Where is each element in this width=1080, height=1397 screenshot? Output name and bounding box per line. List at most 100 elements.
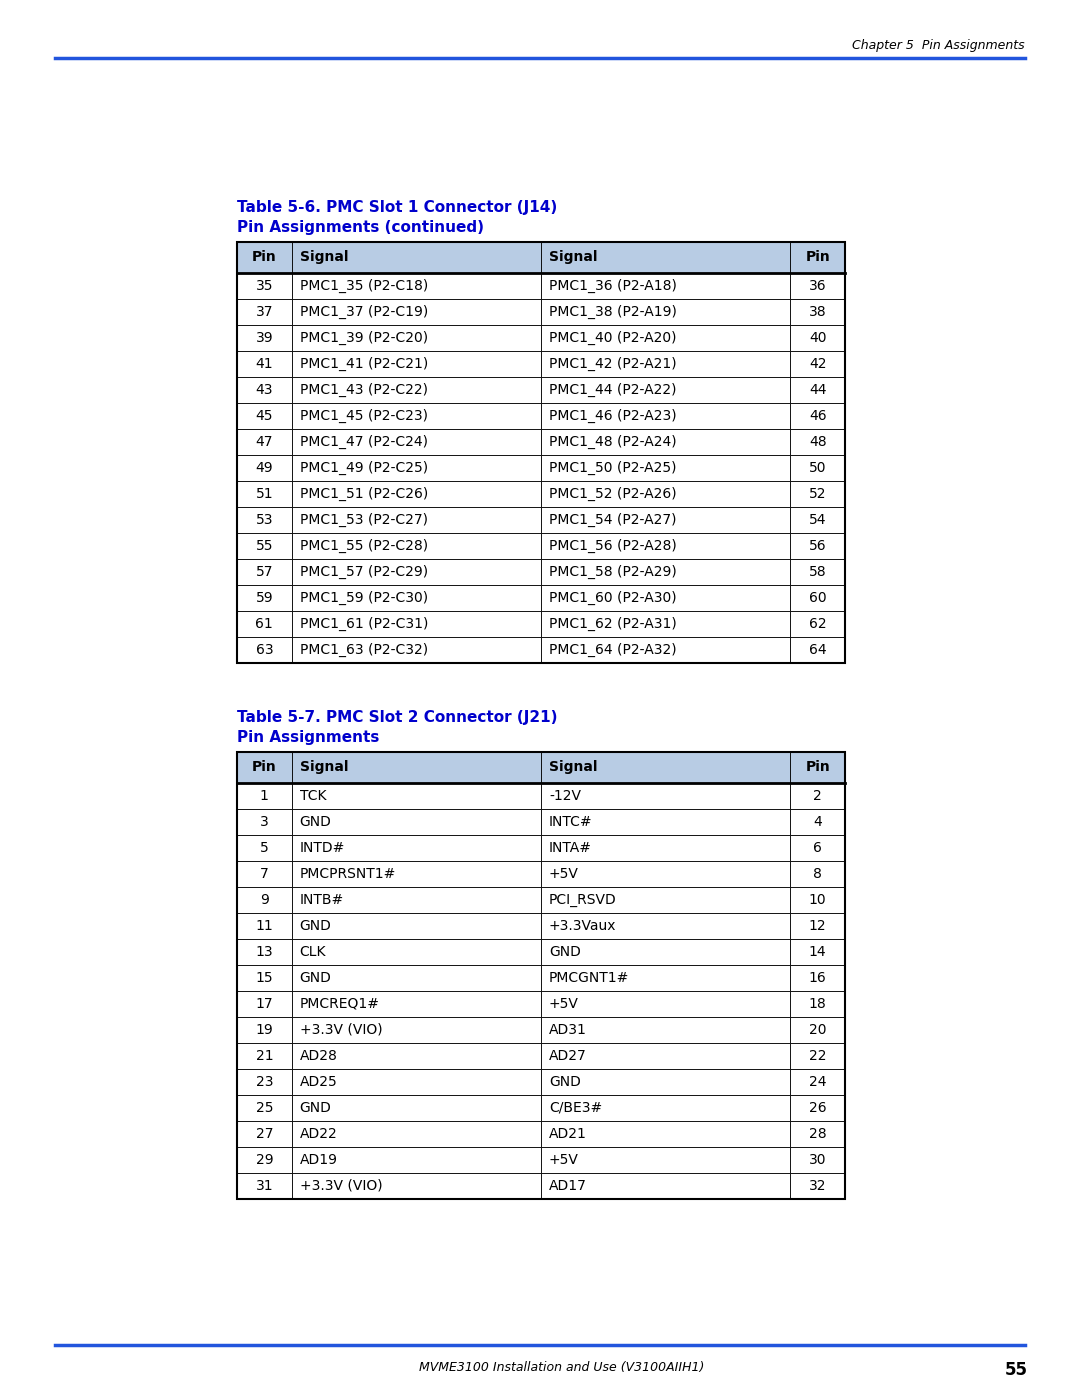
FancyBboxPatch shape (237, 912, 292, 939)
FancyBboxPatch shape (791, 939, 845, 965)
FancyBboxPatch shape (791, 1095, 845, 1120)
Text: INTC#: INTC# (549, 814, 593, 828)
Text: 50: 50 (809, 461, 826, 475)
FancyBboxPatch shape (237, 990, 292, 1017)
Text: PMC1_35 (P2-C18): PMC1_35 (P2-C18) (300, 279, 428, 293)
FancyBboxPatch shape (791, 377, 845, 402)
FancyBboxPatch shape (292, 481, 541, 507)
Text: PMC1_50 (P2-A25): PMC1_50 (P2-A25) (549, 461, 676, 475)
Text: 3: 3 (260, 814, 269, 828)
Text: MVME3100 Installation and Use (V3100AIIH1): MVME3100 Installation and Use (V3100AIIH… (419, 1361, 704, 1375)
FancyBboxPatch shape (541, 1173, 791, 1199)
FancyBboxPatch shape (791, 1147, 845, 1173)
Text: AD17: AD17 (549, 1179, 586, 1193)
Text: 55: 55 (256, 539, 273, 553)
Text: PMC1_61 (P2-C31): PMC1_61 (P2-C31) (300, 616, 428, 631)
Text: PMC1_57 (P2-C29): PMC1_57 (P2-C29) (300, 564, 428, 578)
Text: PMC1_42 (P2-A21): PMC1_42 (P2-A21) (549, 356, 677, 370)
FancyBboxPatch shape (292, 990, 541, 1017)
Text: 16: 16 (809, 971, 826, 985)
Text: PMC1_64 (P2-A32): PMC1_64 (P2-A32) (549, 643, 677, 657)
Text: 30: 30 (809, 1153, 826, 1166)
FancyBboxPatch shape (791, 1173, 845, 1199)
Text: GND: GND (300, 814, 332, 828)
FancyBboxPatch shape (541, 1147, 791, 1173)
FancyBboxPatch shape (292, 1017, 541, 1042)
FancyBboxPatch shape (237, 610, 292, 637)
Text: AD25: AD25 (300, 1074, 337, 1088)
FancyBboxPatch shape (237, 585, 292, 610)
Text: PMC1_40 (P2-A20): PMC1_40 (P2-A20) (549, 331, 676, 345)
Text: 43: 43 (256, 383, 273, 397)
Text: Pin Assignments: Pin Assignments (237, 729, 379, 745)
Text: 38: 38 (809, 305, 826, 319)
FancyBboxPatch shape (541, 1042, 791, 1069)
FancyBboxPatch shape (237, 351, 292, 377)
Text: PMC1_47 (P2-C24): PMC1_47 (P2-C24) (300, 434, 428, 448)
FancyBboxPatch shape (541, 1120, 791, 1147)
FancyBboxPatch shape (292, 1173, 541, 1199)
FancyBboxPatch shape (541, 809, 791, 835)
FancyBboxPatch shape (292, 1095, 541, 1120)
FancyBboxPatch shape (292, 1120, 541, 1147)
FancyBboxPatch shape (791, 351, 845, 377)
FancyBboxPatch shape (791, 809, 845, 835)
FancyBboxPatch shape (541, 455, 791, 481)
Text: 14: 14 (809, 944, 826, 958)
Text: +3.3Vaux: +3.3Vaux (549, 919, 617, 933)
Text: 2: 2 (813, 789, 822, 803)
Text: Table 5-7. PMC Slot 2 Connector (J21): Table 5-7. PMC Slot 2 Connector (J21) (237, 710, 557, 725)
Text: PMC1_44 (P2-A22): PMC1_44 (P2-A22) (549, 383, 676, 397)
FancyBboxPatch shape (292, 782, 541, 809)
Text: 22: 22 (809, 1049, 826, 1063)
FancyBboxPatch shape (791, 272, 845, 299)
Text: 40: 40 (809, 331, 826, 345)
Text: PMC1_37 (P2-C19): PMC1_37 (P2-C19) (300, 305, 428, 319)
FancyBboxPatch shape (791, 455, 845, 481)
Text: PMC1_53 (P2-C27): PMC1_53 (P2-C27) (300, 513, 428, 527)
FancyBboxPatch shape (292, 752, 541, 782)
FancyBboxPatch shape (541, 1069, 791, 1095)
Text: PMC1_41 (P2-C21): PMC1_41 (P2-C21) (300, 356, 428, 370)
Text: 7: 7 (260, 866, 269, 880)
FancyBboxPatch shape (292, 585, 541, 610)
Text: 8: 8 (813, 866, 822, 880)
Text: PMC1_62 (P2-A31): PMC1_62 (P2-A31) (549, 616, 677, 631)
Text: PMC1_54 (P2-A27): PMC1_54 (P2-A27) (549, 513, 676, 527)
FancyBboxPatch shape (541, 965, 791, 990)
FancyBboxPatch shape (237, 507, 292, 532)
FancyBboxPatch shape (237, 1147, 292, 1173)
Text: AD31: AD31 (549, 1023, 586, 1037)
Text: PMC1_45 (P2-C23): PMC1_45 (P2-C23) (300, 409, 428, 423)
FancyBboxPatch shape (292, 835, 541, 861)
Text: 28: 28 (809, 1127, 826, 1141)
Text: 35: 35 (256, 279, 273, 293)
FancyBboxPatch shape (541, 481, 791, 507)
Text: GND: GND (300, 971, 332, 985)
FancyBboxPatch shape (237, 481, 292, 507)
FancyBboxPatch shape (791, 835, 845, 861)
Text: 41: 41 (256, 356, 273, 370)
Text: AD21: AD21 (549, 1127, 586, 1141)
FancyBboxPatch shape (791, 532, 845, 559)
Text: AD19: AD19 (300, 1153, 338, 1166)
Text: Signal: Signal (549, 250, 597, 264)
Text: Pin: Pin (252, 760, 276, 774)
Text: PMC1_49 (P2-C25): PMC1_49 (P2-C25) (300, 461, 428, 475)
FancyBboxPatch shape (237, 1017, 292, 1042)
Text: Pin Assignments (continued): Pin Assignments (continued) (237, 219, 484, 235)
FancyBboxPatch shape (292, 532, 541, 559)
Text: Pin: Pin (252, 250, 276, 264)
FancyBboxPatch shape (237, 402, 292, 429)
FancyBboxPatch shape (541, 507, 791, 532)
FancyBboxPatch shape (237, 377, 292, 402)
FancyBboxPatch shape (292, 559, 541, 585)
FancyBboxPatch shape (237, 242, 292, 272)
FancyBboxPatch shape (237, 1173, 292, 1199)
FancyBboxPatch shape (237, 1120, 292, 1147)
Text: 23: 23 (256, 1074, 273, 1088)
FancyBboxPatch shape (292, 324, 541, 351)
FancyBboxPatch shape (292, 1069, 541, 1095)
FancyBboxPatch shape (237, 1042, 292, 1069)
Text: 17: 17 (256, 997, 273, 1011)
